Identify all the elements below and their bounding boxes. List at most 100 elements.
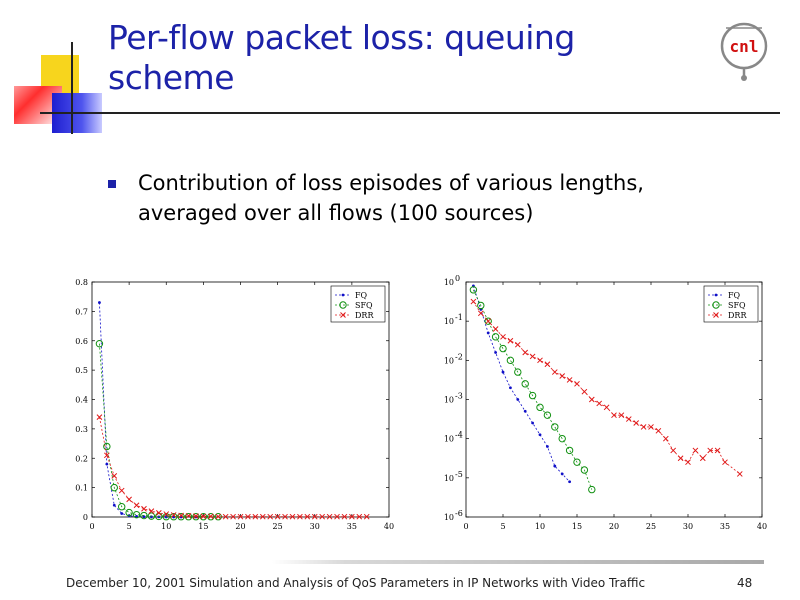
data-point-fq bbox=[531, 421, 534, 425]
data-point-drr bbox=[356, 513, 363, 520]
x-tick-label: 20 bbox=[609, 522, 619, 531]
data-point-drr bbox=[662, 435, 669, 442]
data-point-drr bbox=[670, 447, 677, 454]
y-tick-label: 0.6 bbox=[75, 337, 88, 346]
y-tick-exponent: -5 bbox=[455, 470, 463, 479]
title-divider-line bbox=[40, 112, 780, 114]
data-point-drr bbox=[326, 513, 333, 520]
data-point-drr bbox=[118, 487, 125, 494]
y-tick-exponent: -6 bbox=[455, 509, 463, 518]
data-point-drr bbox=[685, 459, 691, 466]
data-point-drr bbox=[222, 513, 229, 520]
x-tick-label: 15 bbox=[198, 522, 208, 531]
data-point-drr bbox=[274, 513, 281, 520]
series-line-sfq bbox=[473, 289, 593, 490]
data-point-drr bbox=[625, 416, 632, 422]
data-point-drr bbox=[111, 473, 118, 479]
data-point-drr bbox=[522, 349, 529, 356]
data-point-drr bbox=[245, 513, 251, 520]
footer-divider bbox=[272, 560, 764, 564]
data-point-drr bbox=[633, 420, 640, 426]
x-tick-label: 30 bbox=[310, 522, 320, 531]
data-point-drr bbox=[96, 414, 103, 420]
data-point-drr bbox=[477, 310, 484, 317]
data-point-sfq bbox=[184, 513, 193, 521]
data-point-drr bbox=[611, 412, 617, 419]
y-tick-label: 10 bbox=[444, 396, 454, 405]
data-point-drr bbox=[141, 505, 147, 512]
data-point-drr bbox=[699, 455, 706, 462]
legend-label: SFQ bbox=[355, 301, 373, 310]
legend-label: FQ bbox=[355, 291, 368, 300]
data-point-drr bbox=[618, 412, 625, 419]
x-tick-label: 35 bbox=[720, 522, 730, 531]
data-point-drr bbox=[297, 513, 303, 520]
data-point-fq bbox=[135, 515, 138, 518]
data-point-drr bbox=[677, 455, 684, 462]
series-drr bbox=[470, 298, 743, 477]
data-point-fq bbox=[157, 515, 161, 519]
y-tick-label: 0.5 bbox=[75, 366, 88, 375]
y-tick-label: 10 bbox=[444, 356, 454, 365]
data-point-sfq bbox=[588, 485, 596, 494]
x-tick-label: 10 bbox=[535, 522, 545, 531]
x-tick-label: 10 bbox=[161, 522, 171, 531]
data-point-fq bbox=[494, 351, 497, 354]
x-tick-label: 0 bbox=[463, 522, 468, 531]
x-tick-label: 20 bbox=[235, 522, 245, 531]
data-point-sfq bbox=[565, 446, 574, 455]
bullet-marker bbox=[108, 180, 116, 188]
data-point-drr bbox=[311, 513, 318, 520]
data-point-sfq bbox=[125, 508, 133, 517]
data-point-drr bbox=[230, 513, 236, 520]
data-point-fq bbox=[546, 445, 549, 448]
data-point-drr bbox=[259, 513, 266, 520]
legend-label: DRR bbox=[355, 311, 374, 320]
data-point-drr bbox=[736, 471, 743, 477]
x-tick-label: 5 bbox=[500, 522, 505, 531]
data-point-drr bbox=[148, 508, 155, 514]
data-point-drr bbox=[178, 512, 184, 519]
x-tick-label: 15 bbox=[572, 522, 582, 531]
data-point-drr bbox=[596, 400, 603, 407]
series-sfq bbox=[95, 339, 222, 521]
data-point-drr bbox=[551, 369, 558, 375]
series-sfq bbox=[469, 286, 596, 494]
data-point-fq bbox=[568, 480, 571, 484]
data-point-drr bbox=[544, 361, 551, 368]
y-tick-label: 0.3 bbox=[75, 425, 88, 434]
data-point-fq bbox=[486, 331, 490, 335]
data-point-fq bbox=[509, 386, 512, 390]
x-tick-label: 0 bbox=[89, 522, 94, 531]
y-tick-label: 10 bbox=[444, 474, 454, 483]
data-point-drr bbox=[200, 513, 207, 520]
data-point-fq bbox=[142, 515, 146, 519]
series-line-sfq bbox=[99, 343, 219, 518]
data-point-drr bbox=[529, 353, 536, 360]
data-point-sfq bbox=[177, 513, 185, 521]
footer-text: December 10, 2001 Simulation and Analysi… bbox=[66, 576, 646, 590]
series-drr bbox=[96, 414, 370, 520]
data-point-drr bbox=[349, 513, 355, 520]
data-point-sfq bbox=[491, 333, 500, 341]
data-point-sfq bbox=[536, 403, 544, 412]
legend-marker bbox=[712, 301, 720, 309]
legend-marker bbox=[341, 293, 345, 297]
y-tick-label: 10 bbox=[444, 513, 454, 522]
bullet-text: Contribution of loss episodes of various… bbox=[138, 171, 644, 225]
data-point-drr bbox=[341, 513, 348, 520]
data-point-sfq bbox=[558, 434, 566, 443]
data-point-sfq bbox=[95, 339, 104, 348]
y-tick-label: 0.4 bbox=[75, 396, 88, 405]
data-point-sfq bbox=[543, 411, 552, 419]
data-point-drr bbox=[133, 502, 140, 509]
data-point-drr bbox=[566, 377, 573, 383]
data-point-drr bbox=[282, 513, 288, 520]
y-tick-label: 0.8 bbox=[75, 278, 88, 287]
data-point-sfq bbox=[192, 513, 200, 521]
legend-box bbox=[703, 285, 759, 323]
data-point-drr bbox=[707, 447, 714, 454]
data-point-drr bbox=[537, 357, 543, 364]
data-point-drr bbox=[319, 513, 326, 520]
